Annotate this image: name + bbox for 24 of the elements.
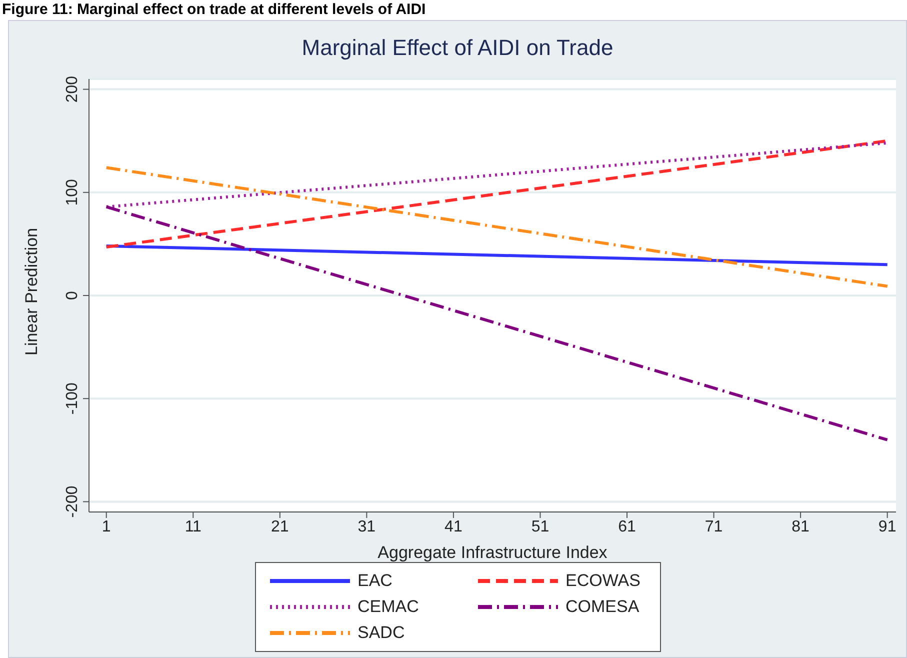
x-tick-label: 1 [102, 518, 111, 536]
chart-title: Marginal Effect of AIDI on Trade [300, 34, 614, 62]
x-tick-label: 61 [618, 518, 636, 536]
x-tick-label: 81 [792, 518, 810, 536]
x-axis-title: Aggregate Infrastructure Index [378, 543, 608, 562]
legend-label: CEMAC [358, 597, 420, 617]
y-tick-label: -200 [64, 486, 81, 518]
y-axis-title: Linear Prediction [22, 228, 42, 356]
x-tick-label: 21 [271, 518, 289, 536]
legend-label: SADC [358, 623, 406, 643]
legend-label: COMESA [566, 597, 640, 617]
legend-label: ECOWAS [566, 571, 642, 591]
x-tick-label: 71 [704, 518, 723, 536]
x-tick-label: 41 [444, 518, 462, 536]
caption: Figure 11: Marginal effect on trade at different levels of AIDI [1, 0, 427, 20]
legend-label: EAC [358, 571, 394, 591]
y-tick-label: 0 [64, 290, 81, 300]
y-tick-label: -100 [64, 382, 81, 415]
x-tick-label: 51 [531, 518, 550, 536]
x-tick-label: 91 [878, 518, 896, 536]
x-tick-label: 31 [358, 518, 376, 536]
y-tick-label: 100 [64, 178, 81, 206]
y-tick-label: 200 [64, 76, 81, 103]
x-tick-label: 11 [184, 518, 202, 536]
